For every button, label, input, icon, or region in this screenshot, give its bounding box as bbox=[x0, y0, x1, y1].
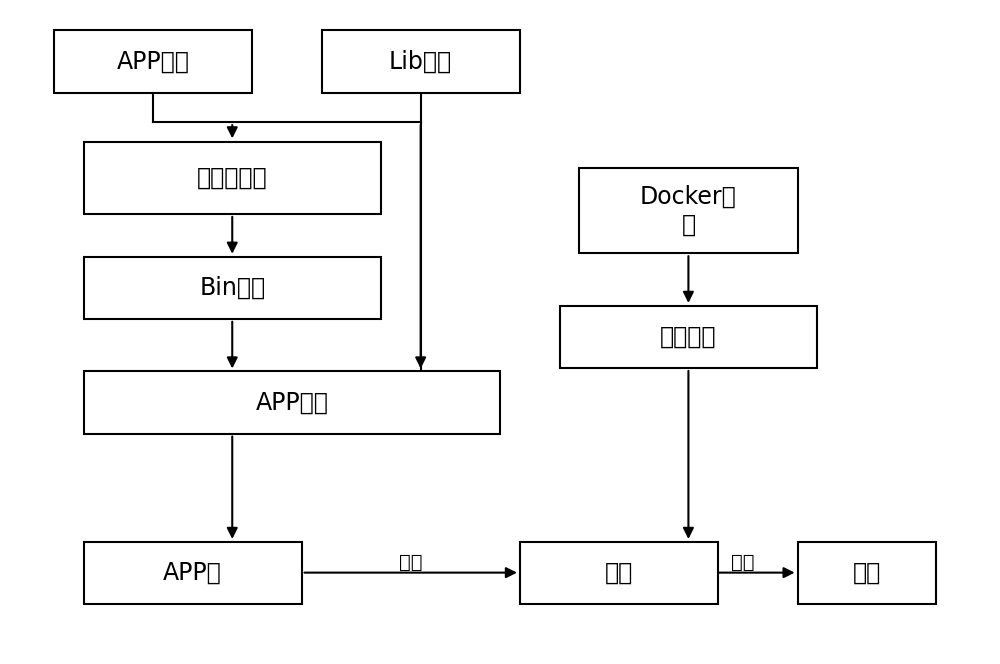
Text: 安装: 安装 bbox=[399, 553, 422, 572]
FancyBboxPatch shape bbox=[84, 142, 381, 214]
FancyBboxPatch shape bbox=[54, 31, 252, 93]
Text: 容器: 容器 bbox=[605, 561, 633, 585]
Text: 安装: 安装 bbox=[731, 553, 755, 572]
Text: APP源码: APP源码 bbox=[116, 50, 189, 74]
FancyBboxPatch shape bbox=[798, 542, 936, 604]
FancyBboxPatch shape bbox=[579, 168, 798, 254]
Text: 交叉编译器: 交叉编译器 bbox=[197, 166, 268, 190]
Text: APP打包: APP打包 bbox=[255, 390, 328, 414]
Text: Lib文件: Lib文件 bbox=[389, 50, 452, 74]
FancyBboxPatch shape bbox=[84, 371, 500, 434]
FancyBboxPatch shape bbox=[84, 542, 302, 604]
FancyBboxPatch shape bbox=[322, 31, 520, 93]
Text: 终端: 终端 bbox=[853, 561, 881, 585]
FancyBboxPatch shape bbox=[560, 306, 817, 368]
Text: Bin文件: Bin文件 bbox=[199, 276, 265, 299]
Text: Docker镜
像: Docker镜 像 bbox=[640, 185, 737, 236]
Text: APP包: APP包 bbox=[163, 561, 222, 585]
FancyBboxPatch shape bbox=[520, 542, 718, 604]
FancyBboxPatch shape bbox=[84, 256, 381, 319]
Text: 容器引擎: 容器引擎 bbox=[660, 325, 717, 349]
